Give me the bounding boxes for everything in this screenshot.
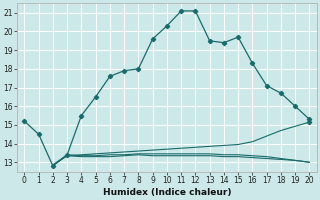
- X-axis label: Humidex (Indice chaleur): Humidex (Indice chaleur): [103, 188, 231, 197]
